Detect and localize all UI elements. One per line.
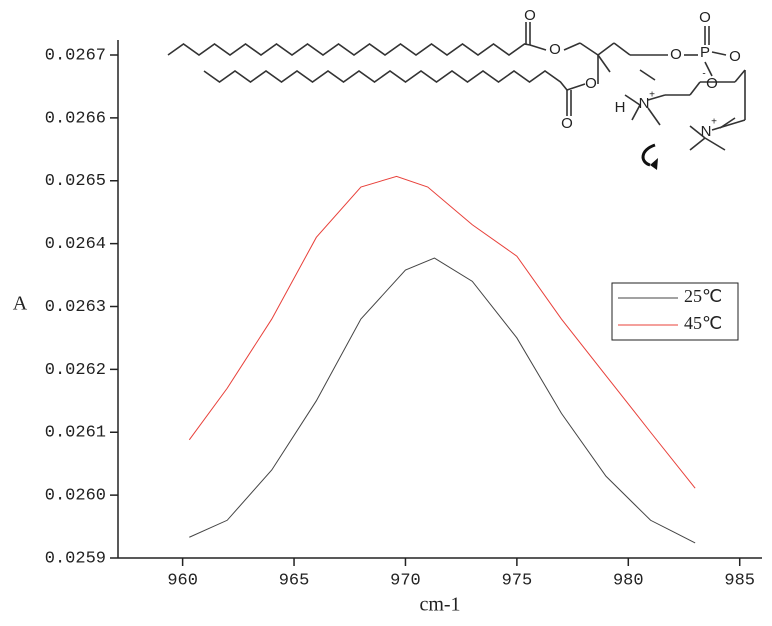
atom-label: O (706, 75, 718, 92)
legend-box (611, 282, 739, 341)
bond (529, 44, 547, 51)
x-tick-label: 985 (724, 571, 755, 590)
atom-label: N (701, 123, 712, 140)
bond (639, 69, 656, 81)
y-tick-label: 0.0261 (45, 424, 106, 443)
bond (624, 94, 641, 106)
atom-label: O (524, 7, 536, 24)
bond (704, 137, 726, 151)
atom-label: P (700, 44, 710, 61)
y-tick-label: 0.0262 (45, 361, 106, 380)
y-tick-label: 0.0260 (45, 487, 106, 506)
bond (734, 69, 746, 83)
bond (704, 61, 713, 77)
atom-label: O (549, 41, 561, 58)
x-tick-label: 975 (502, 571, 533, 590)
y-tick-label: 0.0266 (45, 109, 106, 128)
bond (631, 104, 641, 121)
bond (689, 125, 706, 139)
atom-label: + (711, 117, 717, 128)
bond (613, 42, 631, 56)
data-line (189, 257, 696, 544)
x-axis-title: cm-1 (419, 594, 460, 616)
legend-label: 25℃ (684, 286, 722, 306)
x-tick-label: 970 (390, 571, 421, 590)
legend-label: 45℃ (684, 313, 722, 333)
bond (563, 42, 581, 51)
x-tick-label: 960 (167, 571, 198, 590)
atom-label: O (729, 48, 741, 65)
bond (711, 51, 727, 56)
y-axis-title: A (13, 293, 28, 315)
bond (167, 43, 531, 56)
bond (719, 117, 736, 129)
bond (711, 119, 746, 131)
y-tick-label: 0.0259 (45, 549, 106, 568)
bond (647, 107, 661, 126)
bond (597, 54, 611, 73)
bond (689, 81, 701, 96)
atom-label: N (639, 95, 650, 112)
bond (647, 94, 666, 101)
y-tick-label: 0.0264 (45, 235, 106, 254)
y-tick-label: 0.0263 (45, 298, 106, 317)
atom-label: O (585, 75, 597, 92)
bond (689, 137, 706, 151)
arrow-head (650, 158, 658, 170)
atom-label: H (615, 99, 626, 116)
atom-label: O (699, 9, 711, 26)
bond (597, 42, 615, 56)
atom-label: + (649, 90, 655, 101)
atom-label: O (561, 115, 573, 132)
data-line (188, 175, 696, 489)
bond (566, 83, 586, 91)
bond (579, 42, 599, 56)
x-tick-label: 965 (279, 571, 310, 590)
x-tick-label: 980 (613, 571, 644, 590)
atom-label: O (670, 46, 682, 63)
y-tick-label: 0.0267 (45, 46, 106, 65)
atom-label: - (702, 69, 705, 80)
bond (203, 70, 568, 91)
y-tick-label: 0.0265 (45, 172, 106, 191)
rotation-arrow (641, 143, 656, 167)
